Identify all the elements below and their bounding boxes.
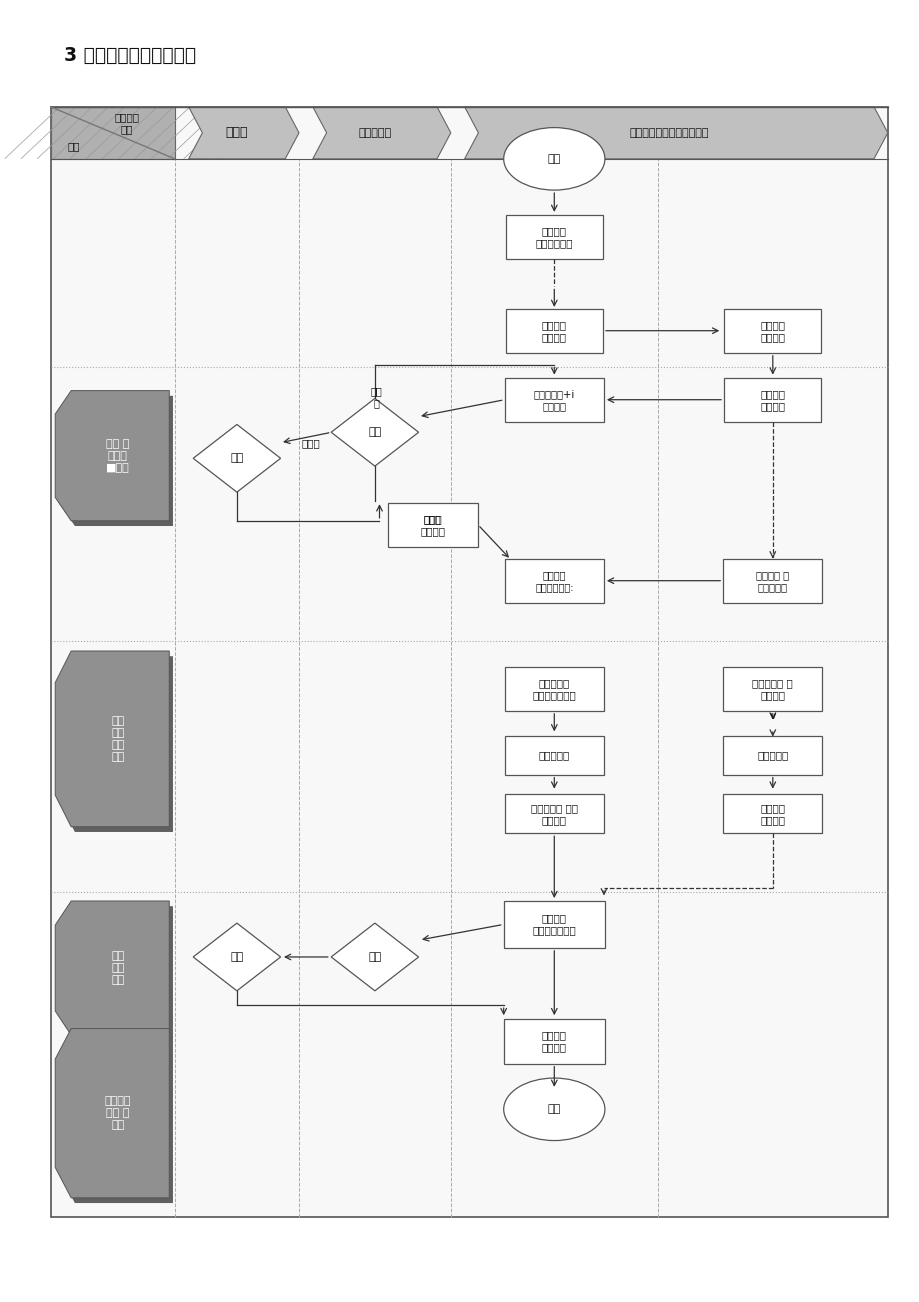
Bar bbox=[388, 503, 478, 547]
Bar bbox=[505, 559, 604, 603]
Text: 预算
超: 预算 超 bbox=[370, 387, 382, 408]
Text: v: v bbox=[768, 711, 776, 721]
Text: 3 行政费用控制工作流程: 3 行政费用控制工作流程 bbox=[64, 46, 197, 65]
Text: 预算内: 预算内 bbox=[423, 514, 440, 525]
Bar bbox=[504, 1019, 605, 1064]
Text: 行政费用
报销申请: 行政费用 报销申请 bbox=[759, 389, 785, 410]
Polygon shape bbox=[188, 107, 299, 159]
Polygon shape bbox=[59, 906, 173, 1040]
Polygon shape bbox=[59, 396, 173, 526]
Text: 开始: 开始 bbox=[547, 154, 561, 164]
Text: 结束: 结束 bbox=[547, 1104, 561, 1115]
Text: 行政物品的 使
用、登记: 行政物品的 使 用、登记 bbox=[752, 678, 792, 699]
Bar bbox=[722, 559, 822, 603]
Bar bbox=[504, 901, 605, 948]
Text: 编制费用
控制分析与报告: 编制费用 控制分析与报告 bbox=[532, 914, 575, 935]
Text: 费用控制
分析 与
报告: 费用控制 分析 与 报告 bbox=[105, 1096, 130, 1130]
Text: 各部门目标 完成
情况汇总: 各部门目标 完成 情况汇总 bbox=[530, 803, 577, 824]
Text: 费用控制
工作改进: 费用控制 工作改进 bbox=[541, 1031, 566, 1052]
Text: 主管副总）: 主管副总） bbox=[357, 128, 391, 138]
Text: 分解费用
控制目标: 分解费用 控制目标 bbox=[541, 320, 566, 341]
Bar bbox=[505, 215, 602, 259]
Text: 汇总、对账: 汇总、对账 bbox=[539, 750, 569, 760]
Text: 审核: 审核 bbox=[368, 952, 381, 962]
Text: 财务部）行政部各职能部门: 财务部）行政部各职能部门 bbox=[629, 128, 709, 138]
Text: 登记部门 费
用统计台账: 登记部门 费 用统计台账 bbox=[755, 570, 789, 591]
Text: 行政物品采
购、发放、登记: 行政物品采 购、发放、登记 bbox=[532, 678, 575, 699]
Polygon shape bbox=[55, 901, 169, 1035]
Text: 办公
用品
管理: 办公 用品 管理 bbox=[111, 950, 124, 986]
Bar bbox=[505, 794, 604, 833]
Text: 总经理: 总经理 bbox=[225, 126, 248, 139]
Text: 汇总、对账: 汇总、对账 bbox=[756, 750, 788, 760]
Text: 审批: 审批 bbox=[230, 453, 244, 464]
Polygon shape bbox=[59, 1034, 173, 1203]
Bar bbox=[505, 378, 604, 422]
Ellipse shape bbox=[504, 128, 605, 190]
Polygon shape bbox=[193, 424, 280, 492]
Text: 步骤: 步骤 bbox=[67, 141, 80, 151]
Text: 分解费用
控制目标: 分解费用 控制目标 bbox=[759, 320, 785, 341]
Bar bbox=[724, 378, 821, 422]
Ellipse shape bbox=[504, 1078, 605, 1141]
Text: 预算内: 预算内 bbox=[301, 437, 320, 448]
Text: 部门考核
结果统计: 部门考核 结果统计 bbox=[759, 803, 785, 824]
Polygon shape bbox=[331, 923, 418, 991]
Text: 审核: 审核 bbox=[368, 427, 381, 437]
Text: 登记行政
费用统计台账:: 登记行政 费用统计台账: bbox=[535, 570, 573, 591]
Bar bbox=[722, 736, 822, 775]
Polygon shape bbox=[464, 107, 887, 159]
Polygon shape bbox=[55, 651, 169, 827]
Polygon shape bbox=[59, 656, 173, 832]
Polygon shape bbox=[55, 391, 169, 521]
Text: 按批示
意见报销: 按批示 意见报销 bbox=[420, 514, 445, 535]
Bar bbox=[505, 309, 602, 353]
Bar bbox=[505, 736, 604, 775]
Polygon shape bbox=[331, 398, 418, 466]
Bar bbox=[722, 794, 822, 833]
Bar bbox=[722, 667, 822, 711]
Polygon shape bbox=[312, 107, 450, 159]
Bar bbox=[505, 667, 604, 711]
Text: 按阶段预算+i
指标审核: 按阶段预算+i 指标审核 bbox=[533, 389, 574, 410]
Bar bbox=[51, 107, 887, 1217]
Polygon shape bbox=[193, 923, 280, 991]
Bar bbox=[724, 309, 821, 353]
Text: 分解 费
用控制
■目标: 分解 费 用控制 ■目标 bbox=[106, 439, 130, 473]
Text: 行政
费用
报销
申请: 行政 费用 报销 申请 bbox=[111, 716, 124, 762]
Polygon shape bbox=[55, 1029, 169, 1198]
Text: 年度行政
费用预算计划: 年度行政 费用预算计划 bbox=[535, 227, 573, 247]
Bar bbox=[51, 107, 175, 159]
Text: 部门（人
员）: 部门（人 员） bbox=[114, 112, 140, 134]
Text: 审批: 审批 bbox=[230, 952, 244, 962]
